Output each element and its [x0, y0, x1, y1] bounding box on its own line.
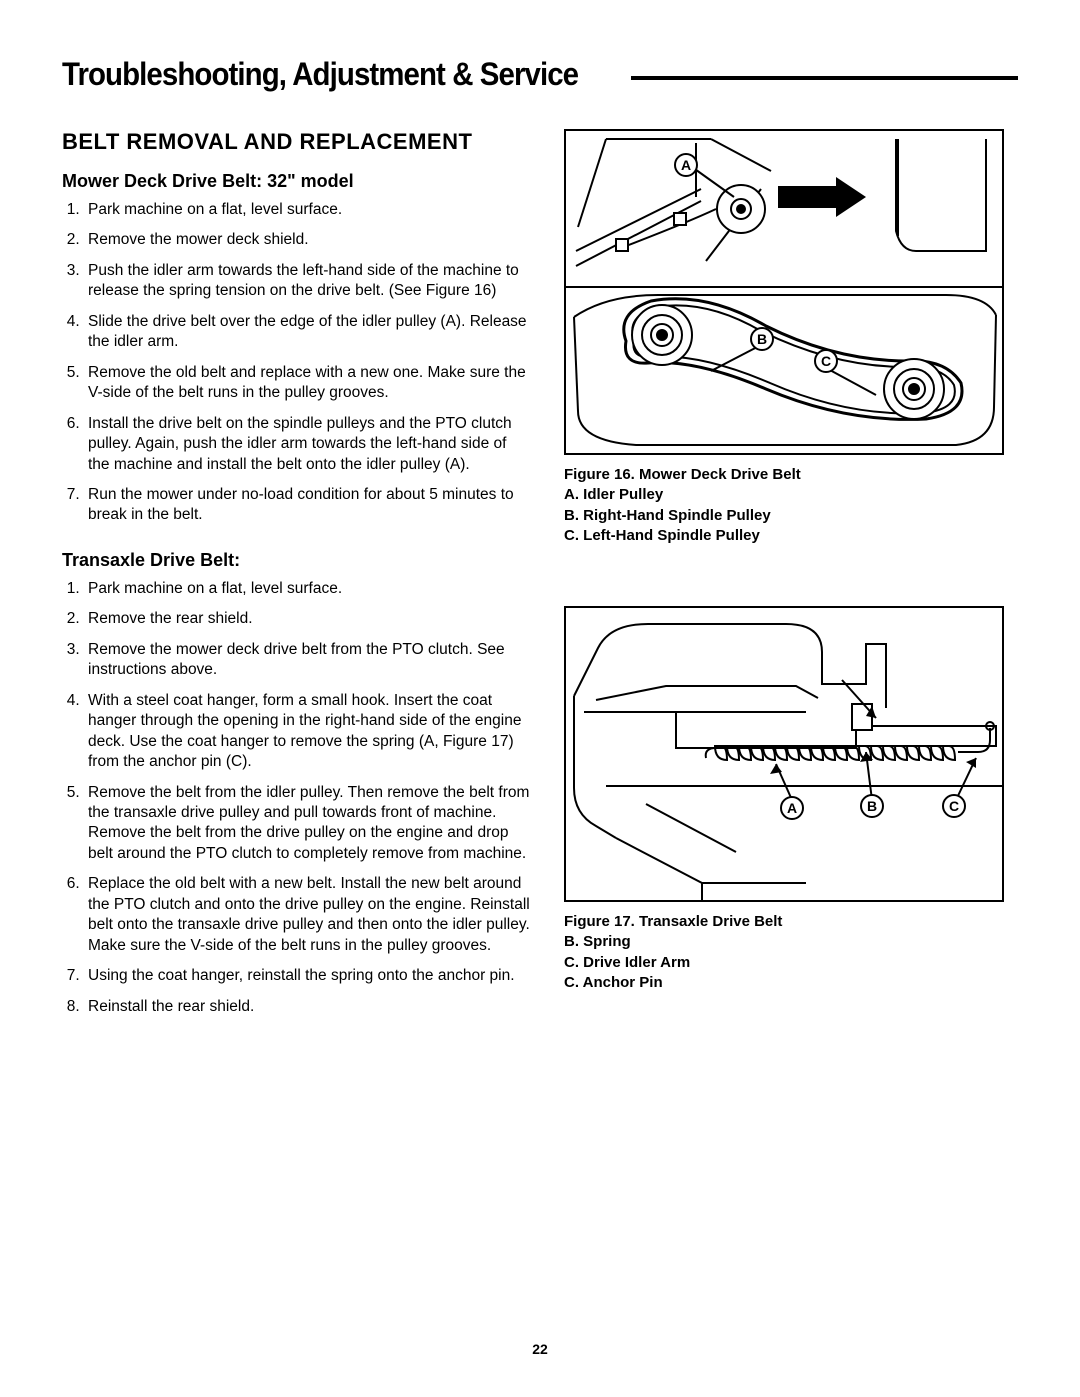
- title-rule: [631, 76, 1018, 80]
- step-item: Park machine on a flat, level surface.: [84, 579, 532, 599]
- step-item: Remove the mower deck shield.: [84, 230, 532, 250]
- step-item: Push the idler arm towards the left-hand…: [84, 261, 532, 302]
- step-item: Remove the old belt and replace with a n…: [84, 363, 532, 404]
- fig16-title: Figure 16. Mower Deck Drive Belt: [564, 465, 1018, 485]
- label-a2: A: [780, 796, 804, 820]
- page-number: 22: [532, 1341, 548, 1357]
- step-item: Using the coat hanger, reinstall the spr…: [84, 966, 532, 986]
- fig16-b: B. Right-Hand Spindle Pulley: [564, 506, 1018, 526]
- label-c: C: [814, 349, 838, 373]
- label-b: B: [750, 327, 774, 351]
- fig17-c: C. Anchor Pin: [564, 973, 1018, 993]
- step-item: Install the drive belt on the spindle pu…: [84, 414, 532, 475]
- figure-17-caption: Figure 17. Transaxle Drive Belt B. Sprin…: [564, 912, 1018, 993]
- figure-16: A B C: [564, 129, 1004, 455]
- direction-arrow-icon: [778, 177, 866, 217]
- figure-16-caption: Figure 16. Mower Deck Drive Belt A. Idle…: [564, 465, 1018, 546]
- right-column: A B C Figure 16. Mower Deck Drive Belt A…: [564, 129, 1018, 1055]
- step-item: Reinstall the rear shield.: [84, 997, 532, 1017]
- fig16-c: C. Left-Hand Spindle Pulley: [564, 526, 1018, 546]
- fig17-title: Figure 17. Transaxle Drive Belt: [564, 912, 1018, 932]
- steps-list-1: Park machine on a flat, level surface. R…: [84, 200, 532, 526]
- figure-16-diagram: [566, 131, 1002, 453]
- title-row: Troubleshooting, Adjustment & Service: [62, 56, 1018, 93]
- step-item: Slide the drive belt over the edge of th…: [84, 312, 532, 353]
- step-item: Park machine on a flat, level surface.: [84, 200, 532, 220]
- label-a: A: [674, 153, 698, 177]
- section-heading: BELT REMOVAL AND REPLACEMENT: [62, 129, 532, 155]
- step-item: Remove the mower deck drive belt from th…: [84, 640, 532, 681]
- label-b2: B: [860, 794, 884, 818]
- step-item: With a steel coat hanger, form a small h…: [84, 691, 532, 773]
- content-columns: BELT REMOVAL AND REPLACEMENT Mower Deck …: [62, 129, 1018, 1055]
- step-item: Replace the old belt with a new belt. In…: [84, 874, 532, 956]
- steps-list-2: Park machine on a flat, level surface. R…: [84, 579, 532, 1017]
- page-title: Troubleshooting, Adjustment & Service: [62, 56, 578, 93]
- label-c2: C: [942, 794, 966, 818]
- step-item: Run the mower under no-load condition fo…: [84, 485, 532, 526]
- sub-heading-1: Mower Deck Drive Belt: 32" model: [62, 171, 532, 192]
- figure-17: A B C: [564, 606, 1004, 902]
- step-item: Remove the rear shield.: [84, 609, 532, 629]
- left-column: BELT REMOVAL AND REPLACEMENT Mower Deck …: [62, 129, 532, 1055]
- fig17-a: B. Spring: [564, 932, 1018, 952]
- fig16-a: A. Idler Pulley: [564, 485, 1018, 505]
- fig17-b: C. Drive Idler Arm: [564, 953, 1018, 973]
- step-item: Remove the belt from the idler pulley. T…: [84, 783, 532, 865]
- sub-heading-2: Transaxle Drive Belt:: [62, 550, 532, 571]
- figure-17-diagram: [566, 608, 1002, 900]
